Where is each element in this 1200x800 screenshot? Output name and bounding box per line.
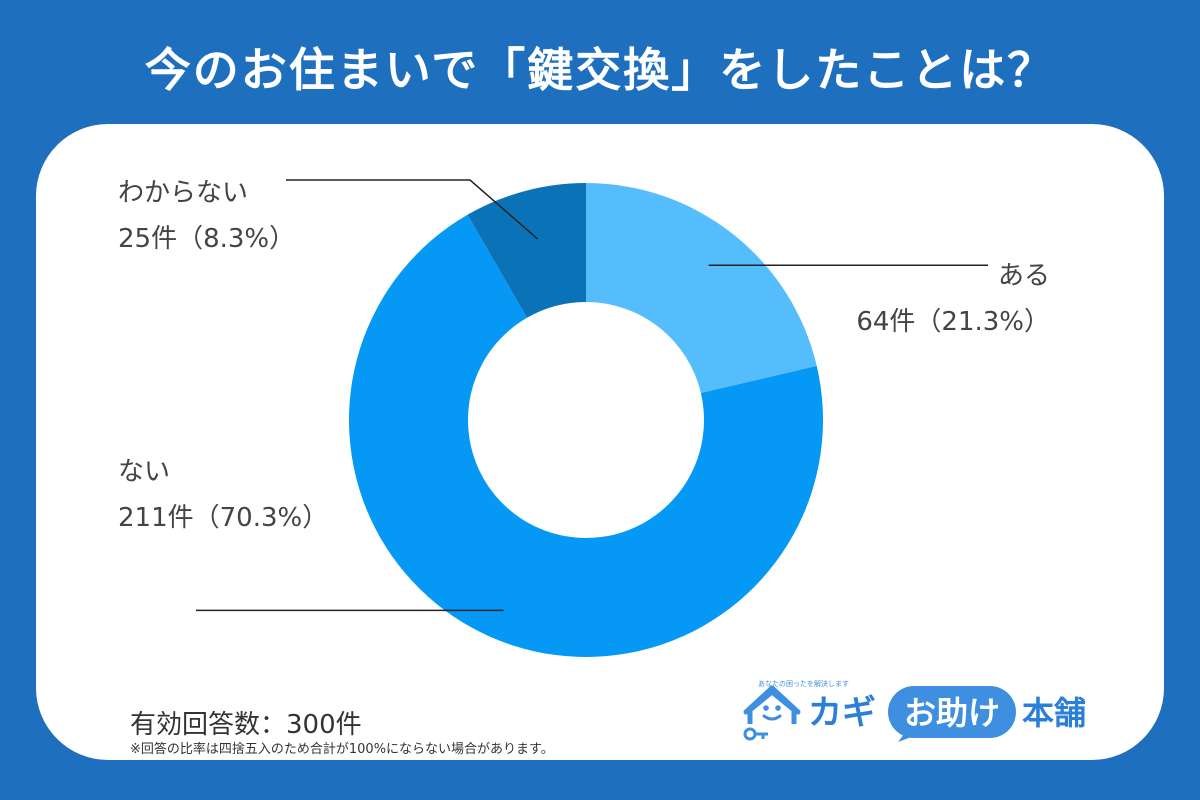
donut-slices: [348, 183, 823, 657]
category-label-aru: ある: [997, 261, 1050, 291]
logo-brand-kana: カギ: [808, 693, 876, 733]
house-key-icon: [743, 685, 801, 741]
logo-brand-suffix: 本舗: [1022, 694, 1086, 732]
label-aru: ある 64件（21.3%）: [856, 263, 1050, 335]
brand-logo: あなたの困ったを解決します カギ お助け 本舗: [743, 680, 1086, 742]
donut-slice-1: [348, 214, 823, 657]
category-label-wakaranai: わからない: [118, 178, 249, 208]
logo-badge: [888, 686, 1016, 738]
logo-tagline: あなたの困ったを解決します: [758, 680, 849, 688]
logo-brand-badge: お助け: [904, 694, 1000, 732]
leader-line-wakaranai: [286, 179, 538, 240]
donut-slice-0: [586, 183, 817, 394]
category-label-nai: ない: [118, 457, 171, 487]
value-label-wakaranai: 25件（8.3%）: [118, 224, 296, 254]
rounding-note: ※回答の比率は四捨五入のため合計が100%にならない場合があります。: [130, 742, 554, 757]
donut-slice-2: [467, 183, 586, 318]
value-label-nai: 211件（70.3%）: [118, 503, 329, 533]
label-nai: ない 211件（70.3%）: [118, 459, 328, 531]
chart-title: 今のお住まいで「鍵交換」をしたことは？: [144, 43, 1056, 97]
leader-lines: [196, 179, 988, 612]
value-label-aru: 64件（21.3%）: [856, 307, 1050, 337]
valid-response-count: 有効回答数：300件: [130, 710, 362, 740]
label-wakaranai: わからない 25件（8.3%）: [118, 180, 295, 252]
